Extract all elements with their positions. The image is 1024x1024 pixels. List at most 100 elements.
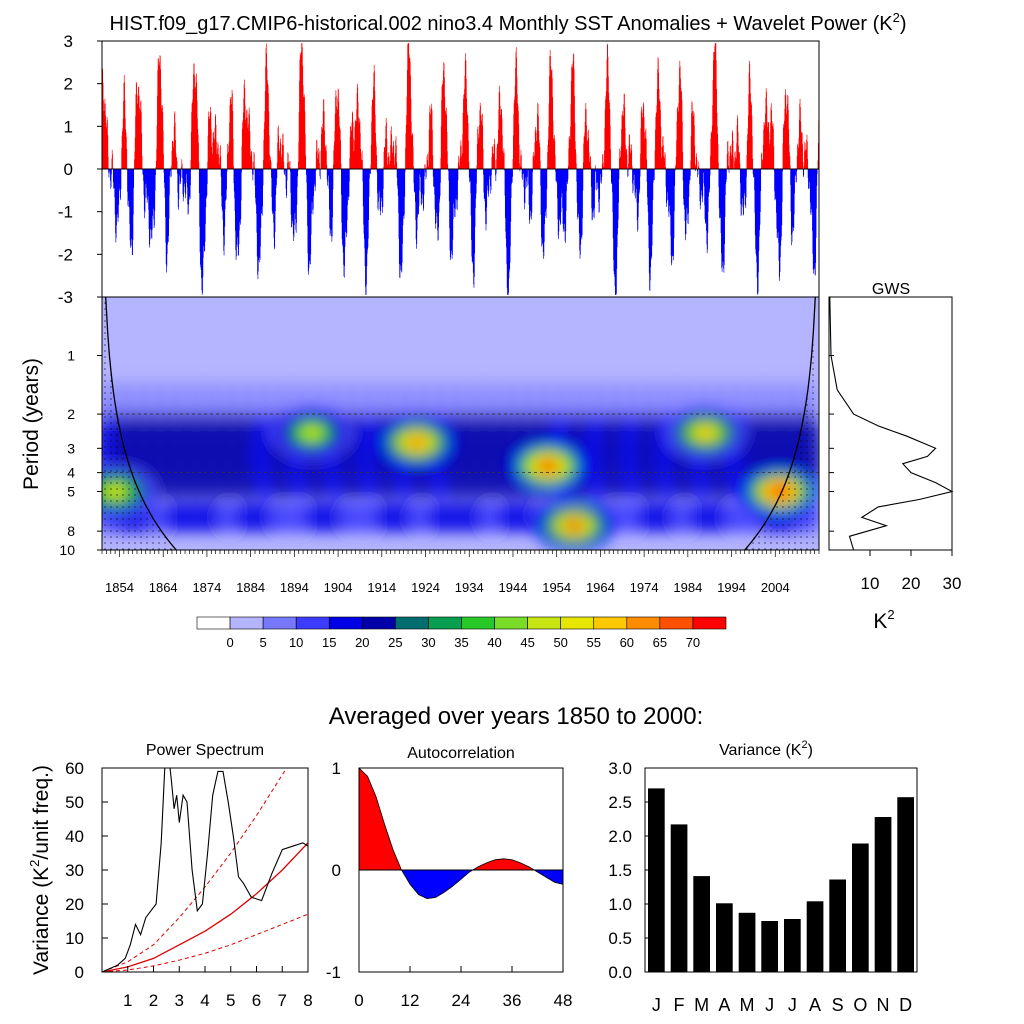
variance-y-tick-label: 1.0 bbox=[608, 895, 632, 914]
power-spectrum-x-tick-label: 8 bbox=[303, 991, 312, 1010]
wavelet-contour-blob bbox=[240, 380, 255, 421]
wavelet-contour-blob bbox=[783, 380, 798, 421]
colorbar-swatch bbox=[428, 616, 462, 630]
wavelet-x-tick-label: 1934 bbox=[455, 580, 484, 595]
wavelet-x-axis: 1854 1864 1874 1884 1894 1904 1914 1924 1934 1944… bbox=[101, 550, 820, 595]
variance-y-tick-label: 2.0 bbox=[608, 827, 632, 846]
power-spectrum-title: Power Spectrum bbox=[146, 742, 264, 759]
wavelet-y-tick-label: 5 bbox=[67, 483, 75, 499]
gws-x-label: K2 bbox=[873, 607, 894, 633]
autocorrelation-negative-area bbox=[401, 870, 473, 899]
variance-bar bbox=[716, 903, 733, 972]
autocorrelation-panel: Autocorrelation 0 12 24 36 48 1 0 -1 bbox=[326, 745, 573, 1010]
colorbar-label: 0 bbox=[226, 635, 233, 650]
gws-title: GWS bbox=[872, 281, 910, 298]
cone-of-influence-left-hatch bbox=[102, 297, 177, 550]
gws-panel: GWS 10 20 30 K2 bbox=[828, 281, 961, 633]
colorbar-swatch bbox=[560, 616, 595, 630]
wavelet-contour-blob bbox=[135, 380, 150, 421]
variance-bar bbox=[648, 788, 665, 972]
power-spectrum-y-tick-label: 0 bbox=[75, 963, 84, 982]
autocorrelation-positive-area bbox=[359, 768, 402, 870]
variance-x-tick-label: S bbox=[832, 995, 844, 1015]
colorbar-swatch bbox=[593, 616, 628, 630]
colorbar-label: 25 bbox=[388, 635, 402, 650]
colorbar-swatch bbox=[659, 616, 694, 630]
wavelet-contour-blob bbox=[345, 380, 360, 421]
gws-frame bbox=[828, 296, 953, 551]
wavelet-contour-blob bbox=[380, 380, 395, 421]
power-spectrum-y-tick-label: 20 bbox=[65, 895, 84, 914]
wavelet-contour-blob bbox=[223, 380, 238, 421]
colorbar-label: 45 bbox=[520, 635, 534, 650]
wavelet-x-tick-label: 1894 bbox=[280, 580, 309, 595]
variance-panel: Variance (K2) J F M A M J J A S O N D0.00.51.01.52.… bbox=[608, 739, 918, 1015]
wavelet-hotspot bbox=[537, 459, 558, 473]
autocorrelation-y-tick-label: 0 bbox=[332, 861, 341, 880]
variance-y-tick-label: 0.5 bbox=[608, 929, 632, 948]
autocorrelation-axes: 0 12 24 36 48 1 0 -1 bbox=[326, 759, 573, 1010]
power-spectrum-y-tick-label: 60 bbox=[65, 759, 84, 778]
variance-x-tick-label: A bbox=[809, 995, 821, 1015]
wavelet-contour-blob bbox=[765, 380, 780, 421]
power-spectrum-panel: Power Spectrum 1 2 3 4 5 6 7 8 0 10 20 30 40 50 60 Var… bbox=[27, 742, 313, 1010]
wavelet-y-tick-label: 2 bbox=[67, 406, 75, 422]
variance-bar bbox=[897, 797, 914, 972]
variance-x-tick-label: A bbox=[718, 995, 730, 1015]
timeseries-y-tick-label: -1 bbox=[58, 203, 73, 222]
colorbar-label: 65 bbox=[653, 635, 667, 650]
wavelet-panel: 1 2 3 4 5 8 10 1854 1864 1874 1884 1894 1904 1914 192… bbox=[20, 296, 820, 595]
timeseries-y-tick-label: -3 bbox=[58, 288, 73, 307]
colorbar-label: 50 bbox=[553, 635, 567, 650]
timeseries-positive-bars bbox=[102, 43, 819, 169]
wavelet-contour-blob bbox=[450, 380, 465, 421]
colorbar-label: 15 bbox=[322, 635, 336, 650]
autocorrelation-curve bbox=[358, 767, 564, 900]
figure-title: HIST.f09_g17.CMIP6-historical.002 nino3.… bbox=[109, 10, 906, 35]
autocorrelation-x-tick-label: 36 bbox=[503, 991, 522, 1010]
autocorrelation-x-tick-label: 12 bbox=[401, 991, 420, 1010]
power-spectrum-y-tick-label: 10 bbox=[65, 929, 84, 948]
timeseries-panel: 3 2 1 0 -1 -2 -3 bbox=[58, 32, 820, 307]
colorbar: 0 5 10 15 20 25 30 35 40 45 50 55 60 65 70 bbox=[196, 616, 727, 650]
timeseries-y-axis: 3 2 1 0 -1 -2 -3 bbox=[58, 32, 102, 307]
wavelet-x-tick-label: 1854 bbox=[105, 580, 134, 595]
colorbar-label: 35 bbox=[454, 635, 468, 650]
variance-y-tick-label: 0.0 bbox=[608, 963, 632, 982]
power-spectrum-x-tick-label: 6 bbox=[252, 991, 261, 1010]
power-spectrum-x-tick-label: 2 bbox=[149, 991, 158, 1010]
variance-title: Variance (K2) bbox=[719, 739, 813, 759]
wavelet-hotspot bbox=[695, 426, 716, 440]
colorbar-swatch bbox=[395, 616, 429, 630]
autocorrelation-positive-area bbox=[472, 858, 535, 870]
power-spectrum-y-tick-label: 30 bbox=[65, 861, 84, 880]
wavelet-contour-blob bbox=[485, 380, 500, 421]
wavelet-x-tick-label: 1974 bbox=[630, 580, 659, 595]
variance-x-tick-label: J bbox=[652, 995, 661, 1015]
autocorrelation-y-tick-label: -1 bbox=[326, 963, 341, 982]
variance-bar bbox=[829, 879, 846, 972]
wavelet-hotspot bbox=[406, 435, 427, 449]
variance-x-tick-label: O bbox=[853, 995, 867, 1015]
variance-x-tick-label: N bbox=[877, 995, 890, 1015]
autocorrelation-negative-area bbox=[534, 870, 563, 885]
wavelet-contour-blob bbox=[590, 380, 605, 421]
colorbar-swatch bbox=[527, 616, 561, 630]
wavelet-contour-blob bbox=[660, 380, 675, 421]
power-spectrum-curve bbox=[102, 768, 308, 972]
variance-x-tick-label: J bbox=[788, 995, 797, 1015]
variance-x-tick-label: F bbox=[674, 995, 685, 1015]
autocorrelation-x-tick-label: 0 bbox=[354, 991, 363, 1010]
wavelet-x-tick-label: 1864 bbox=[149, 580, 178, 595]
wavelet-x-tick-label: 2004 bbox=[761, 580, 790, 595]
wavelet-x-tick-label: 1904 bbox=[324, 580, 353, 595]
wavelet-contour-blob bbox=[573, 380, 588, 421]
wavelet-hotspot bbox=[564, 519, 585, 533]
wavelet-contour-blob bbox=[433, 380, 448, 421]
variance-y-tick-label: 3.0 bbox=[608, 759, 632, 778]
colorbar-swatch bbox=[196, 616, 231, 630]
colorbar-swatch bbox=[692, 616, 727, 630]
timeseries-y-tick-label: 1 bbox=[64, 117, 73, 136]
colorbar-swatch bbox=[295, 616, 330, 630]
